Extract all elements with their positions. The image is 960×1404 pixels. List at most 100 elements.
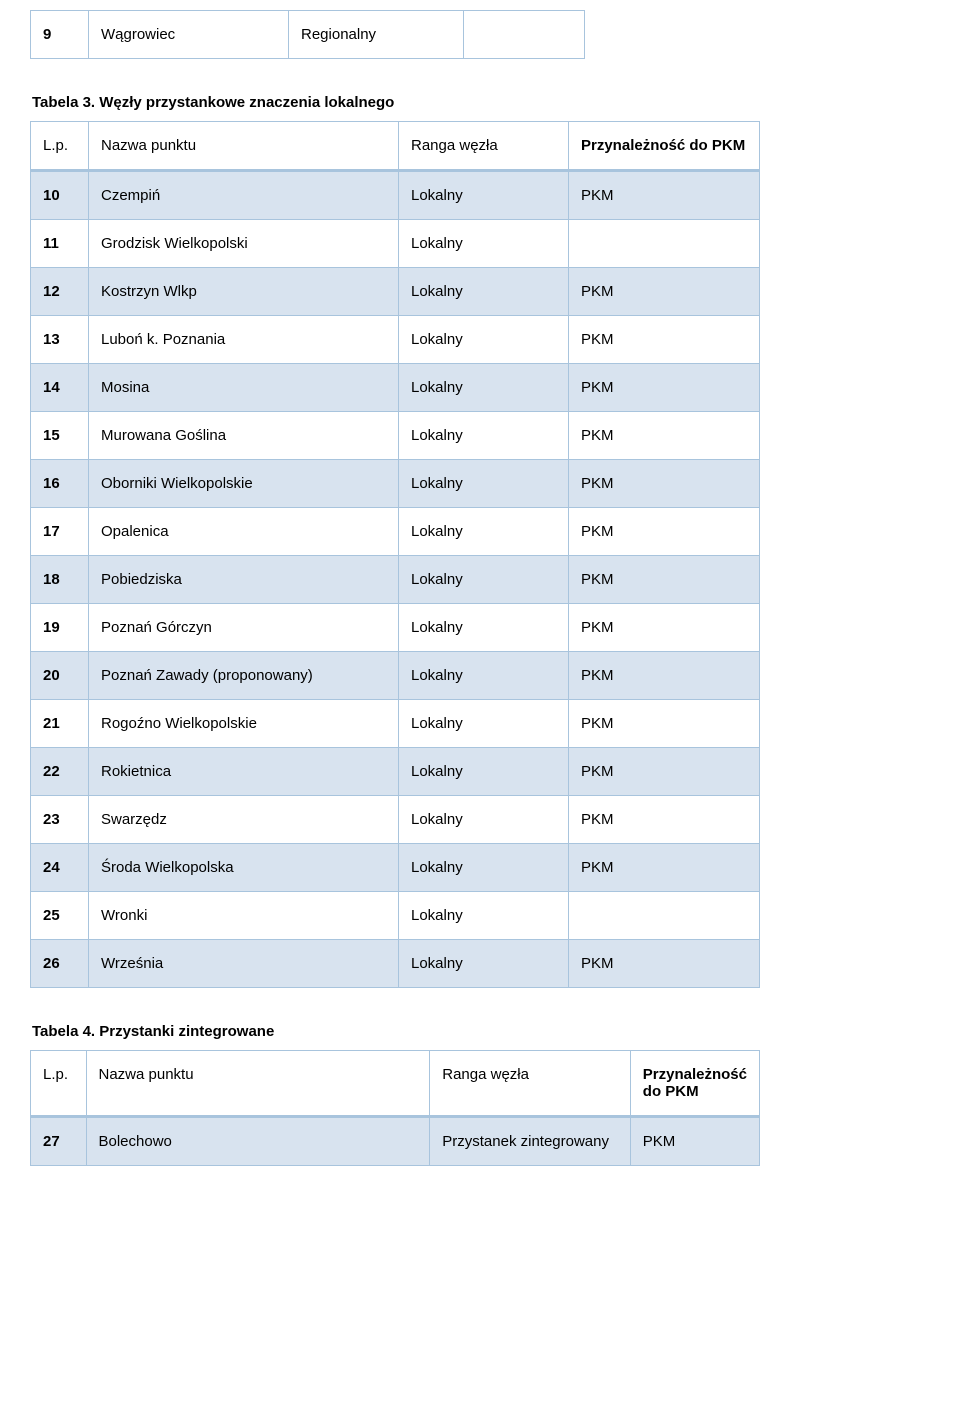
table-row: 18PobiedziskaLokalnyPKM <box>31 556 760 604</box>
table-row: 22RokietnicaLokalnyPKM <box>31 748 760 796</box>
cell-lp: 13 <box>31 316 89 364</box>
cell-lp: 9 <box>31 11 89 59</box>
cell-name: Opalenica <box>89 508 399 556</box>
table-row: 16Oborniki WielkopolskieLokalnyPKM <box>31 460 760 508</box>
cell-pkm: PKM <box>569 652 760 700</box>
col-header-rank: Ranga węzła <box>399 122 569 171</box>
table-row: 15Murowana GoślinaLokalnyPKM <box>31 412 760 460</box>
col-header-lp: L.p. <box>31 122 89 171</box>
cell-pkm: PKM <box>569 508 760 556</box>
col-header-rank: Ranga węzła <box>430 1051 631 1117</box>
cell-rank: Regionalny <box>289 11 464 59</box>
cell-rank: Lokalny <box>399 796 569 844</box>
col-header-pkm: Przynależność do PKM <box>569 122 760 171</box>
table-row: 21Rogoźno WielkopolskieLokalnyPKM <box>31 700 760 748</box>
cell-name: Oborniki Wielkopolskie <box>89 460 399 508</box>
col-header-lp: L.p. <box>31 1051 87 1117</box>
cell-name: Kostrzyn Wlkp <box>89 268 399 316</box>
cell-lp: 21 <box>31 700 89 748</box>
table-row: 25WronkiLokalny <box>31 892 760 940</box>
cell-rank: Lokalny <box>399 652 569 700</box>
cell-name: Luboń k. Poznania <box>89 316 399 364</box>
cell-lp: 15 <box>31 412 89 460</box>
table-row: 14MosinaLokalnyPKM <box>31 364 760 412</box>
cell-lp: 12 <box>31 268 89 316</box>
cell-lp: 10 <box>31 171 89 220</box>
cell-name: Rokietnica <box>89 748 399 796</box>
cell-rank: Lokalny <box>399 364 569 412</box>
cell-rank: Lokalny <box>399 460 569 508</box>
cell-lp: 14 <box>31 364 89 412</box>
cell-name: Wronki <box>89 892 399 940</box>
cell-pkm: PKM <box>569 412 760 460</box>
cell-lp: 19 <box>31 604 89 652</box>
cell-rank: Lokalny <box>399 316 569 364</box>
cell-pkm: PKM <box>569 460 760 508</box>
cell-pkm: PKM <box>569 316 760 364</box>
cell-rank: Lokalny <box>399 508 569 556</box>
cell-name: Środa Wielkopolska <box>89 844 399 892</box>
cell-rank: Przystanek zintegrowany <box>430 1117 631 1166</box>
cell-pkm: PKM <box>630 1117 759 1166</box>
cell-pkm: PKM <box>569 171 760 220</box>
cell-pkm: PKM <box>569 604 760 652</box>
cell-lp: 24 <box>31 844 89 892</box>
table3-header-row: L.p. Nazwa punktu Ranga węzła Przynależn… <box>31 122 760 171</box>
table3-caption: Tabela 3. Węzły przystankowe znaczenia l… <box>30 94 930 111</box>
col-header-name: Nazwa punktu <box>86 1051 430 1117</box>
cell-lp: 27 <box>31 1117 87 1166</box>
cell-name: Mosina <box>89 364 399 412</box>
cell-lp: 23 <box>31 796 89 844</box>
table3: L.p. Nazwa punktu Ranga węzła Przynależn… <box>30 121 760 988</box>
cell-lp: 17 <box>31 508 89 556</box>
cell-pkm: PKM <box>569 940 760 988</box>
cell-name: Pobiedziska <box>89 556 399 604</box>
cell-pkm <box>569 220 760 268</box>
cell-rank: Lokalny <box>399 844 569 892</box>
cell-rank: Lokalny <box>399 220 569 268</box>
col-header-name: Nazwa punktu <box>89 122 399 171</box>
table-row: 10CzempińLokalnyPKM <box>31 171 760 220</box>
cell-name: Swarzędz <box>89 796 399 844</box>
cell-name: Murowana Goślina <box>89 412 399 460</box>
cell-lp: 25 <box>31 892 89 940</box>
cell-name: Rogoźno Wielkopolskie <box>89 700 399 748</box>
cell-pkm: PKM <box>569 796 760 844</box>
table-row: 20Poznań Zawady (proponowany)LokalnyPKM <box>31 652 760 700</box>
top-partial-table: 9WągrowiecRegionalny <box>30 10 585 59</box>
table4-header-row: L.p. Nazwa punktu Ranga węzła Przynależn… <box>31 1051 760 1117</box>
cell-name: Poznań Górczyn <box>89 604 399 652</box>
cell-pkm: PKM <box>569 748 760 796</box>
cell-lp: 26 <box>31 940 89 988</box>
cell-rank: Lokalny <box>399 556 569 604</box>
cell-name: Poznań Zawady (proponowany) <box>89 652 399 700</box>
cell-rank: Lokalny <box>399 892 569 940</box>
cell-pkm: PKM <box>569 268 760 316</box>
cell-lp: 16 <box>31 460 89 508</box>
col-header-pkm: Przynależność do PKM <box>630 1051 759 1117</box>
cell-pkm <box>464 11 585 59</box>
cell-lp: 20 <box>31 652 89 700</box>
table-row: 9WągrowiecRegionalny <box>31 11 585 59</box>
table-row: 13Luboń k. PoznaniaLokalnyPKM <box>31 316 760 364</box>
table-row: 12Kostrzyn WlkpLokalnyPKM <box>31 268 760 316</box>
cell-name: Bolechowo <box>86 1117 430 1166</box>
cell-pkm: PKM <box>569 556 760 604</box>
cell-rank: Lokalny <box>399 412 569 460</box>
table-row: 19Poznań GórczynLokalnyPKM <box>31 604 760 652</box>
table-row: 17OpalenicaLokalnyPKM <box>31 508 760 556</box>
cell-rank: Lokalny <box>399 171 569 220</box>
table4-caption: Tabela 4. Przystanki zintegrowane <box>30 1023 930 1040</box>
cell-pkm: PKM <box>569 700 760 748</box>
cell-rank: Lokalny <box>399 268 569 316</box>
cell-pkm <box>569 892 760 940</box>
table-row: 11Grodzisk WielkopolskiLokalny <box>31 220 760 268</box>
cell-rank: Lokalny <box>399 604 569 652</box>
table-row: 23SwarzędzLokalnyPKM <box>31 796 760 844</box>
cell-pkm: PKM <box>569 364 760 412</box>
cell-name: Września <box>89 940 399 988</box>
cell-name: Grodzisk Wielkopolski <box>89 220 399 268</box>
cell-name: Wągrowiec <box>89 11 289 59</box>
table-row: 26WrześniaLokalnyPKM <box>31 940 760 988</box>
cell-rank: Lokalny <box>399 748 569 796</box>
